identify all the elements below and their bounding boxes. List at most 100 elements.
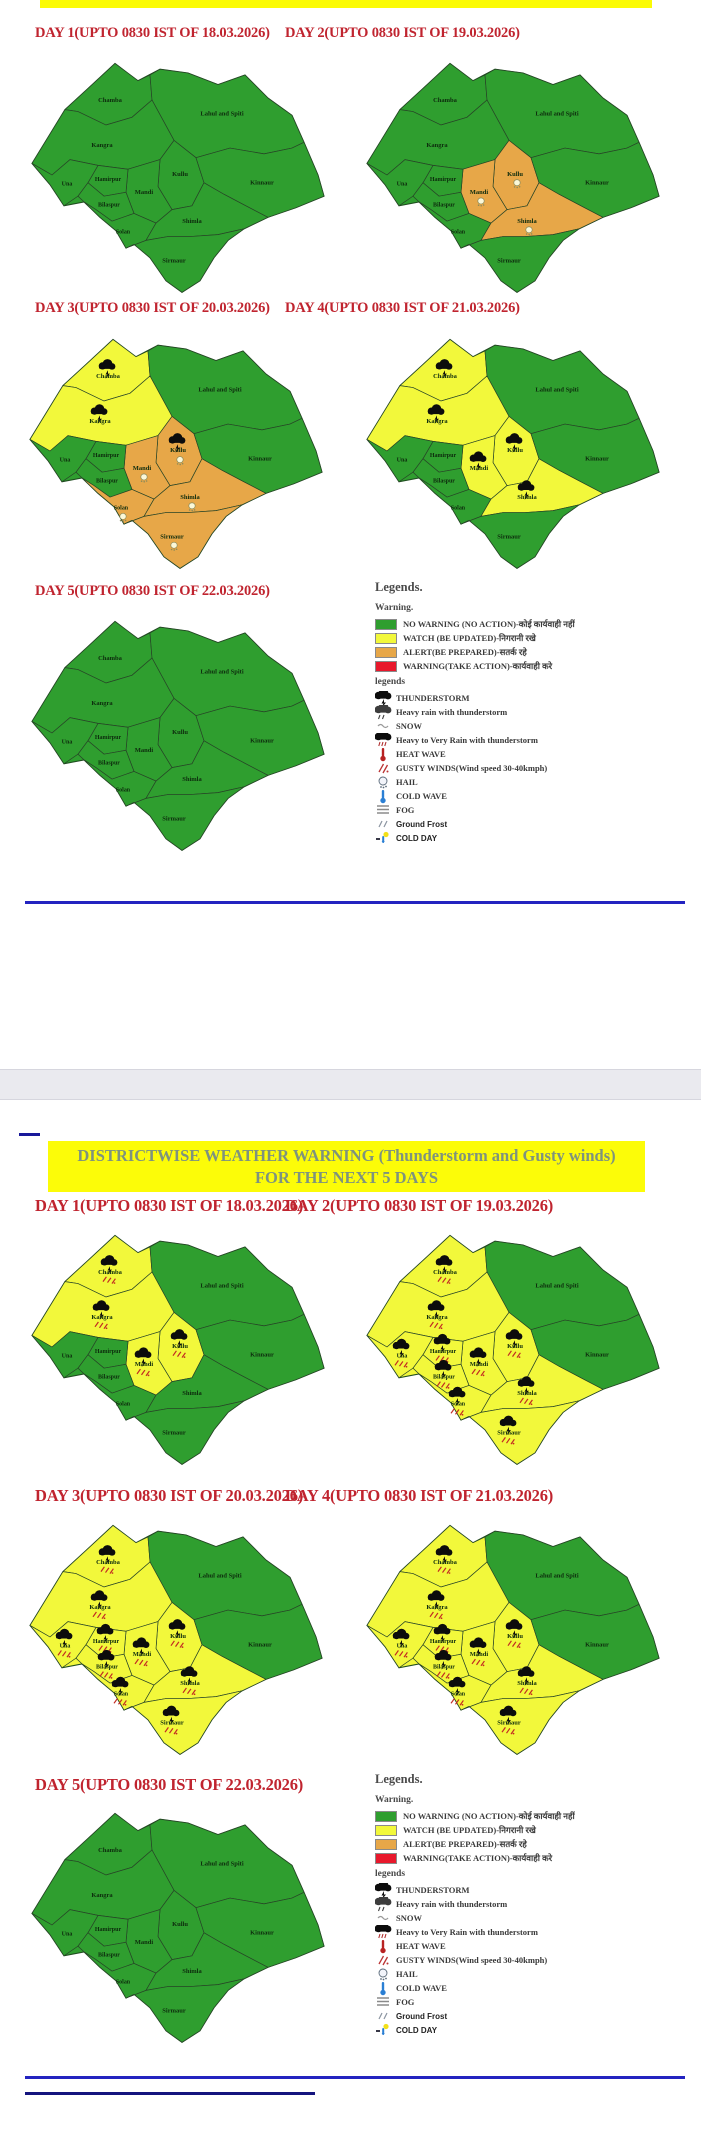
- district-label-hamirpur: Hamirpur: [95, 1927, 122, 1933]
- district-sirmaur: [460, 504, 580, 569]
- district-group-bilaspur: Bilaspur: [98, 1953, 120, 1959]
- legend-symbol-item: FOG: [375, 803, 695, 817]
- section2-title-banner: DISTRICTWISE WEATHER WARNING (Thundersto…: [48, 1141, 645, 1192]
- heavy-rain-icon-wrap: [374, 701, 392, 720]
- district-group-hamirpur: Hamirpur: [95, 177, 122, 183]
- district-label-kinnaur: Kinnaur: [585, 1352, 609, 1359]
- legend-symbol-label: HEAT WAVE: [396, 1941, 446, 1951]
- warning-day4-map-svg: Chamba Lahul and Spiti Kangra Kullu Mandi Ham…: [366, 338, 660, 569]
- warning-day4-map: Chamba Lahul and Spiti Kangra Kullu Mandi Ham…: [355, 326, 665, 576]
- cold-wave-icon: [380, 1981, 386, 1995]
- thunderstorm-day5-map: Chamba Lahul and Spiti Kangra Kullu Mandi Ham…: [20, 1800, 330, 2050]
- district-label-bilaspur: Bilaspur: [433, 1375, 455, 1381]
- district-label-hamirpur: Hamirpur: [430, 177, 457, 183]
- district-label-mandi: Mandi: [135, 1939, 154, 1946]
- district-group-shimla: Shimla: [180, 494, 201, 512]
- district-group-kinnaur: Kinnaur: [250, 1352, 274, 1359]
- legend-symbol-item: HAIL: [375, 775, 695, 789]
- district-label-una: Una: [62, 1354, 73, 1360]
- district-group-mandi: Mandi: [469, 1347, 488, 1377]
- legend-symbol-item: Ground Frost: [375, 817, 695, 831]
- district-group-bilaspur: Bilaspur: [433, 1359, 455, 1389]
- cold-wave-icon-wrap: [375, 789, 392, 804]
- district-group-bilaspur: Bilaspur: [98, 203, 120, 209]
- district-label-bilaspur: Bilaspur: [98, 761, 120, 767]
- legend-symbol-item: Heavy to Very Rain with thunderstorm: [374, 1920, 695, 1939]
- legend-title: Legends.: [375, 580, 423, 594]
- district-group-chamba: Chamba: [96, 359, 121, 380]
- district-sirmaur: [460, 1400, 580, 1465]
- district-group-sirmaur: Sirmaur: [497, 1705, 521, 1735]
- district-label-una: Una: [62, 1932, 73, 1938]
- legend-symbol-label: HAIL: [396, 1969, 418, 1979]
- district-group-kangra: Kangra: [426, 1590, 448, 1620]
- district-label-kangra: Kangra: [89, 1604, 111, 1611]
- legend-symbol-item: Heavy rain with thunderstorm: [374, 1893, 695, 1911]
- district-group-bilaspur: Bilaspur: [433, 479, 455, 485]
- district-label-mandi: Mandi: [135, 189, 154, 196]
- thunderstorm-day3-header: DAY 3(UPTO 0830 IST OF 20.03.2026): [35, 1486, 304, 1505]
- district-kinnaur: [195, 1313, 325, 1390]
- warning-day1-map: Chamba Lahul and Spiti Kangra Kullu Mandi Ham…: [20, 50, 330, 300]
- district-group-kangra: Kangra: [426, 142, 448, 149]
- district-label-lahul: Lahul and Spiti: [535, 1282, 578, 1289]
- warning-day2-map-svg: Chamba Lahul and Spiti Kangra Kullu Mandi Ham…: [366, 62, 660, 293]
- district-group-chamba: Chamba: [96, 1545, 121, 1574]
- legend-swatch-green: [375, 618, 397, 630]
- district-group-una: Una: [62, 1354, 73, 1360]
- district-group-shimla: Shimla: [182, 1968, 202, 1975]
- legend-symbol-item: COLD WAVE: [375, 1981, 695, 1995]
- district-group-mandi: Mandi: [135, 1939, 154, 1946]
- district-group-lahul: Lahul and Spiti: [200, 1860, 243, 1867]
- district-label-mandi: Mandi: [470, 189, 489, 196]
- district-group-kangra: Kangra: [89, 1590, 111, 1620]
- district-group-lahul: Lahul and Spiti: [198, 386, 241, 393]
- district-label-una: Una: [62, 182, 73, 188]
- district-group-hamirpur: Hamirpur: [430, 453, 457, 459]
- thunderstorm-day5-header: DAY 5(UPTO 0830 IST OF 22.03.2026): [35, 1775, 304, 1794]
- district-label-bilaspur: Bilaspur: [433, 479, 455, 485]
- district-group-sirmaur: Sirmaur: [162, 2008, 186, 2015]
- district-label-bilaspur: Bilaspur: [96, 479, 118, 485]
- district-group-mandi: Mandi: [470, 189, 489, 207]
- cold-day-icon-wrap: [375, 831, 392, 846]
- district-sirmaur: [460, 1690, 580, 1755]
- snow-icon-wrap: [375, 1911, 392, 1926]
- legend-warning-title: Warning.: [375, 1795, 414, 1805]
- district-label-kinnaur: Kinnaur: [250, 738, 274, 745]
- legend-warning-item: ALERT(BE PREPARED)-सतर्क रहे: [375, 645, 695, 659]
- district-group-sirmaur: Sirmaur: [162, 1430, 186, 1437]
- district-label-solan: Solan: [116, 1402, 131, 1408]
- district-label-solan: Solan: [116, 230, 131, 236]
- district-label-una: Una: [60, 1644, 71, 1650]
- hail-icon: [378, 1968, 388, 1980]
- legend-warning-item: WARNING(TAKE ACTION)-कार्यवाही करे: [375, 659, 695, 673]
- thunderstorm-legend-panel: Legends. Warning. NO WARNING (NO ACTION)-क…: [374, 1772, 695, 2037]
- district-label-sirmaur: Sirmaur: [162, 2008, 186, 2015]
- thunderstorm-day4-map: Chamba Lahul and Spiti Kangra Kullu Mandi Ham…: [355, 1512, 665, 1762]
- district-label-shimla: Shimla: [517, 494, 537, 501]
- thunderstorm-day1-map: Chamba Lahul and Spiti Kangra Kullu Mandi Ham…: [20, 1222, 330, 1472]
- district-label-shimla: Shimla: [180, 1680, 200, 1687]
- district-group-solan: Solan: [111, 1676, 129, 1706]
- district-label-kullu: Kullu: [172, 1343, 188, 1350]
- legend-warning-title: Warning.: [375, 603, 414, 613]
- legend-symbol-item: FOG: [375, 1995, 695, 2009]
- district-group-hamirpur: Hamirpur: [93, 1623, 120, 1653]
- legend-symbol-label: THUNDERSTORM: [396, 1885, 470, 1895]
- ground-frost-icon: [378, 2012, 388, 2019]
- legend-symbol-label: THUNDERSTORM: [396, 693, 470, 703]
- district-group-kinnaur: Kinnaur: [250, 738, 274, 745]
- heavy-very-rain-icon: [374, 1920, 392, 1938]
- district-sirmaur: [460, 228, 580, 293]
- warning-day1-header: DAY 1(UPTO 0830 IST OF 18.03.2026): [35, 25, 270, 41]
- district-label-chamba: Chamba: [96, 373, 121, 380]
- district-label-kangra: Kangra: [91, 1892, 113, 1899]
- district-group-kinnaur: Kinnaur: [248, 456, 272, 463]
- legend-warning-label: ALERT(BE PREPARED)-सतर्क रहे: [403, 646, 527, 657]
- legend-symbol-item: GUSTY WINDS(Wind speed 30-40kmph): [375, 1953, 695, 1967]
- district-label-sirmaur: Sirmaur: [162, 1430, 186, 1437]
- district-group-kangra: Kangra: [426, 1300, 448, 1330]
- hail-icon: [378, 776, 388, 788]
